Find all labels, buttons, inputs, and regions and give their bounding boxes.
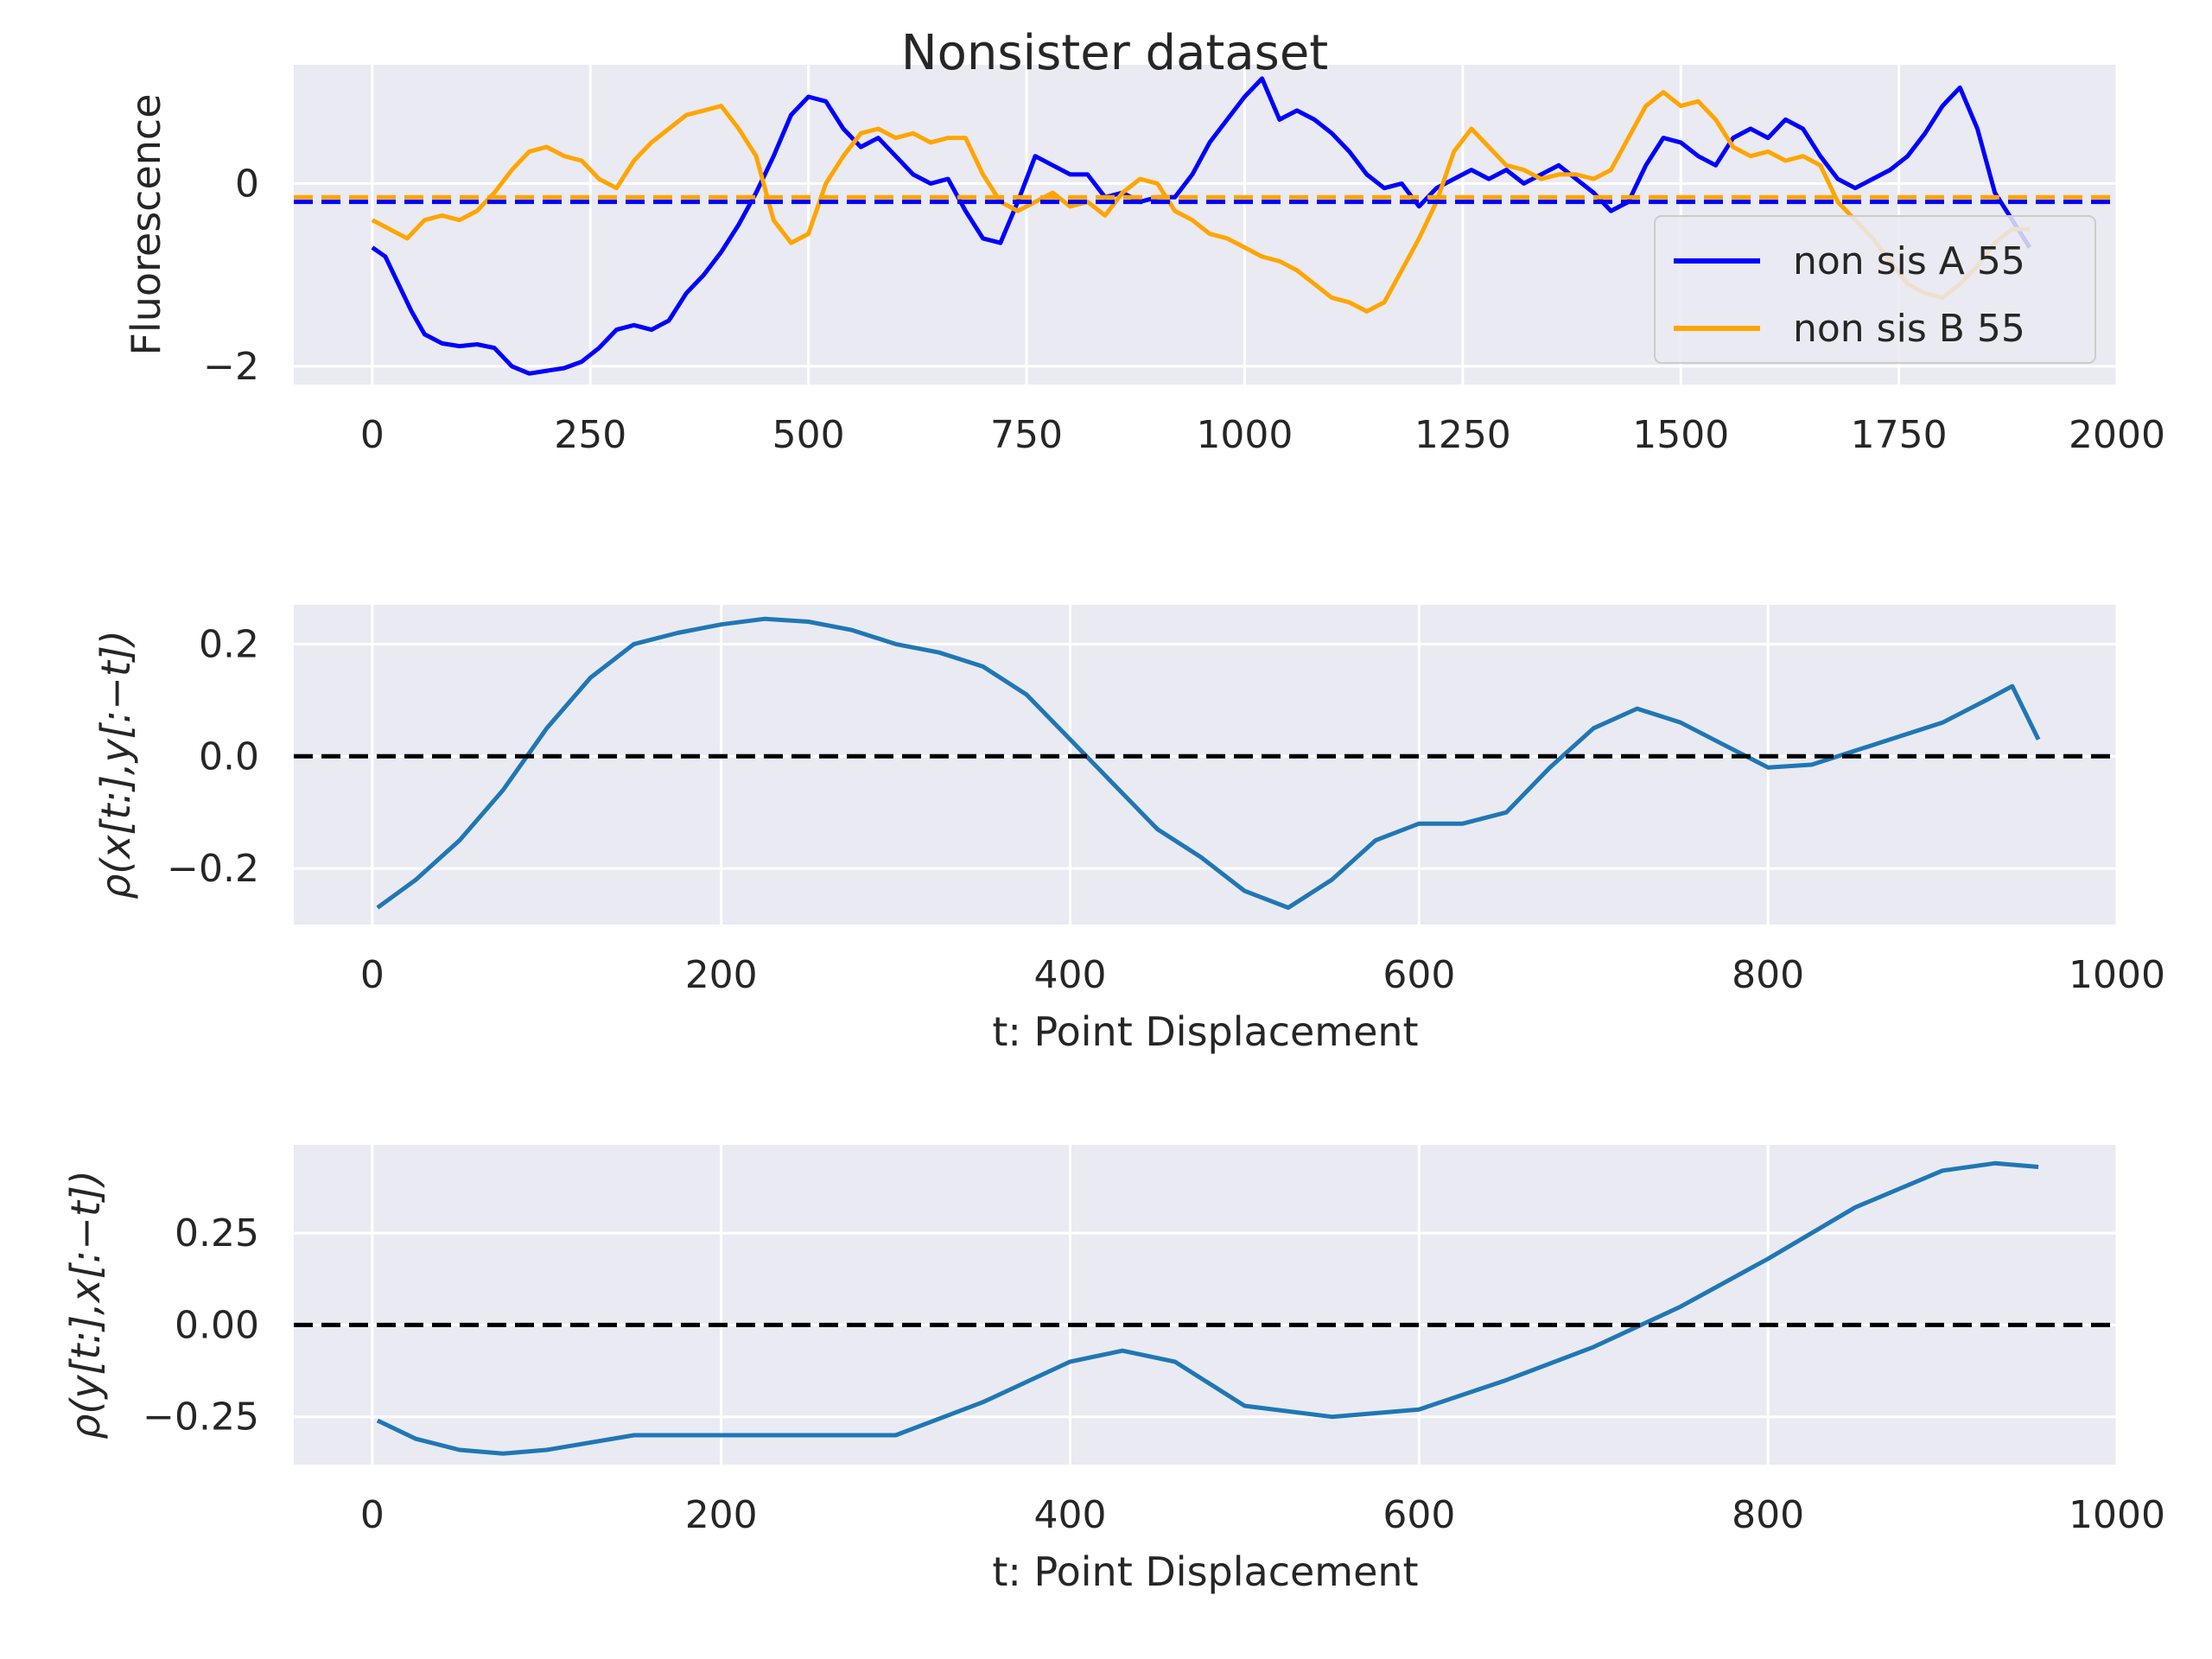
y-tick-label: 0.00 — [175, 1303, 259, 1347]
cross-correlation-yx-panel: 0 200 400 600 800 1000 0.25 0.00 −0.25 ρ(y[t:],x[… — [62, 1145, 2165, 1595]
x-tick-label: 1000 — [2069, 1493, 2165, 1537]
x-tick-label: 1000 — [2069, 953, 2165, 997]
series-line-non-sis-a-55 — [371, 76, 2032, 376]
y-tick-label: −2 — [203, 345, 259, 389]
series-line-series-0 — [376, 1160, 2039, 1456]
series-line-series-0 — [376, 616, 2041, 910]
x-tick-label: 200 — [685, 1493, 758, 1537]
figure-title: Nonsister dataset — [901, 25, 1329, 81]
x-axis-label: t: Point Displacement — [992, 1008, 1418, 1055]
legend-label: non sis A 55 — [1793, 239, 2025, 283]
x-tick-label: 1750 — [1851, 413, 1948, 457]
x-tick-label: 500 — [772, 413, 845, 457]
plot-area — [294, 605, 2117, 925]
x-tick-label: 800 — [1732, 1493, 1804, 1537]
x-tick-label: 0 — [360, 413, 385, 457]
x-tick-label: 750 — [990, 413, 1063, 457]
cross-correlation-xy-panel: 0 200 400 600 800 1000 0.2 0.0 −0.2 ρ(x[t:],y[:−t… — [92, 605, 2165, 1055]
x-tick-label: 250 — [554, 413, 626, 457]
y-tick-label: −0.2 — [167, 847, 259, 891]
y-axis-label: Fluorescence — [123, 93, 169, 355]
y-axis-label: ρ(y[t:],x[:−t]) — [62, 1170, 109, 1440]
y-tick-label: 0.0 — [199, 734, 259, 779]
x-tick-label: 400 — [1034, 1493, 1107, 1537]
y-tick-label: 0.2 — [199, 622, 259, 666]
legend: non sis A 55 non sis B 55 — [1654, 215, 2096, 364]
x-tick-label: 200 — [685, 953, 758, 997]
x-tick-label: 1250 — [1414, 413, 1511, 457]
y-tick-label: 0.25 — [175, 1211, 259, 1255]
series-line-non-sis-b-55 — [371, 90, 2030, 314]
x-tick-label: 1500 — [1632, 413, 1729, 457]
x-tick-label: 1000 — [1196, 413, 1293, 457]
legend-box — [1654, 215, 2096, 364]
x-tick-label: 600 — [1382, 1493, 1455, 1537]
y-axis-label: ρ(x[t:],y[:−t]) — [92, 630, 139, 899]
x-tick-label: 400 — [1034, 953, 1107, 997]
legend-label: non sis B 55 — [1793, 307, 2025, 351]
y-tick-label: −0.25 — [143, 1395, 259, 1440]
x-tick-label: 2000 — [2069, 413, 2165, 457]
plot-area — [294, 1145, 2117, 1465]
x-tick-label: 600 — [1382, 953, 1455, 997]
x-axis-label: t: Point Displacement — [992, 1548, 1418, 1595]
y-tick-label: 0 — [235, 162, 259, 206]
x-tick-label: 800 — [1732, 953, 1804, 997]
fluorescence-panel: 0 250 500 750 1000 1250 1500 1750 2000 0 −2 Fluores… — [123, 65, 2165, 457]
x-tick-label: 0 — [360, 953, 385, 997]
x-tick-label: 0 — [360, 1493, 385, 1537]
